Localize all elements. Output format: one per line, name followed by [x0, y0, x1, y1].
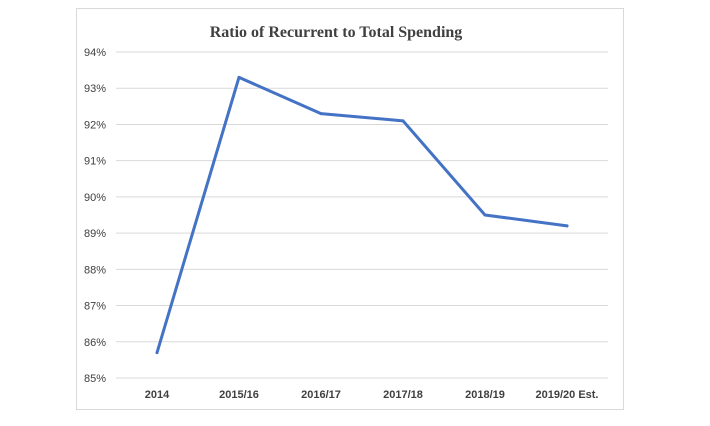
- y-tick-label: 89%: [84, 228, 106, 240]
- x-tick-label: 2015/16: [219, 389, 259, 401]
- data-point: [483, 213, 487, 217]
- series-line: [155, 75, 569, 355]
- gridlines: [116, 51, 608, 379]
- data-point: [319, 112, 323, 116]
- chart-frame: [76, 8, 624, 410]
- y-tick-label: 88%: [84, 264, 106, 276]
- data-point: [237, 75, 241, 79]
- y-tick-label: 92%: [84, 119, 106, 131]
- x-tick-label: 2018/19: [465, 389, 505, 401]
- y-tick-label: 87%: [84, 301, 106, 313]
- data-point: [155, 351, 159, 355]
- y-tick-label: 91%: [84, 156, 106, 168]
- chart-title: Ratio of Recurrent to Total Spending: [209, 24, 463, 41]
- series-line-group: [155, 75, 569, 355]
- y-tick-label: 86%: [84, 337, 106, 349]
- x-axis-ticks: 2014 2015/16 2016/17 2017/18 2018/19 2019/20 …: [145, 389, 599, 401]
- y-tick-label: 93%: [84, 83, 106, 95]
- y-axis-ticks: 85% 86% 87% 88% 89% 90% 91% 92% 93% 94%: [84, 47, 106, 385]
- x-tick-label: 2016/17: [301, 389, 341, 401]
- x-tick-label: 2014: [145, 389, 170, 401]
- x-tick-label: 2017/18: [383, 389, 423, 401]
- x-tick-label: 2019/20 Est.: [536, 389, 599, 401]
- y-tick-label: 85%: [84, 373, 106, 385]
- data-point: [565, 224, 569, 228]
- data-point: [401, 119, 405, 123]
- y-tick-label: 94%: [84, 47, 106, 59]
- y-tick-label: 90%: [84, 192, 106, 204]
